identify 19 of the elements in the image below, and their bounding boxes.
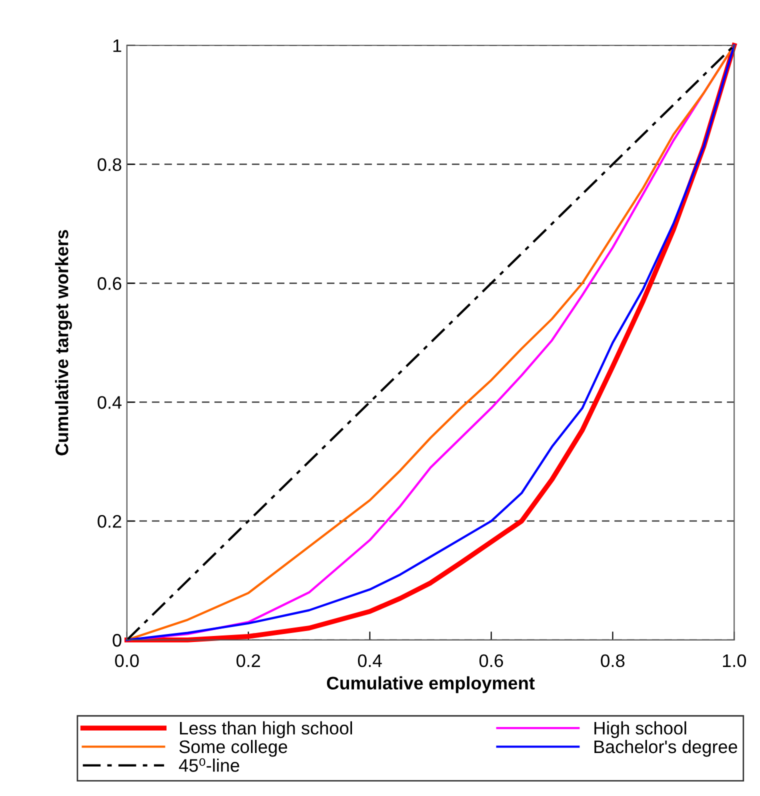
legend-label: Bachelor's degree: [594, 740, 738, 757]
x-tick-label: 0.8: [600, 654, 624, 668]
legend-label: Less than high school: [180, 721, 352, 738]
y-tick-label: 1: [113, 39, 122, 52]
y-tick-label: 0.6: [98, 277, 122, 290]
legend-label: High school: [594, 721, 686, 738]
x-tick-label: 0.2: [236, 654, 260, 668]
y-tick-label: 0: [112, 634, 122, 647]
y-tick-label: 0.8: [98, 158, 122, 172]
x-tick-label: 1.0: [722, 654, 746, 668]
x-tick-label: 0.0: [115, 654, 139, 668]
x-axis-title: Cumulative employment: [326, 676, 535, 694]
x-tick-label: 0.4: [358, 654, 382, 668]
legend-label: 45⁰-line: [178, 758, 240, 772]
y-tick-label: 0.2: [98, 514, 122, 528]
y-tick-label: 0.4: [98, 396, 122, 409]
x-tick-label: 0.6: [479, 654, 504, 668]
y-axis-title: Cumulative target workers: [55, 230, 72, 456]
legend-label: Some college: [179, 740, 288, 757]
